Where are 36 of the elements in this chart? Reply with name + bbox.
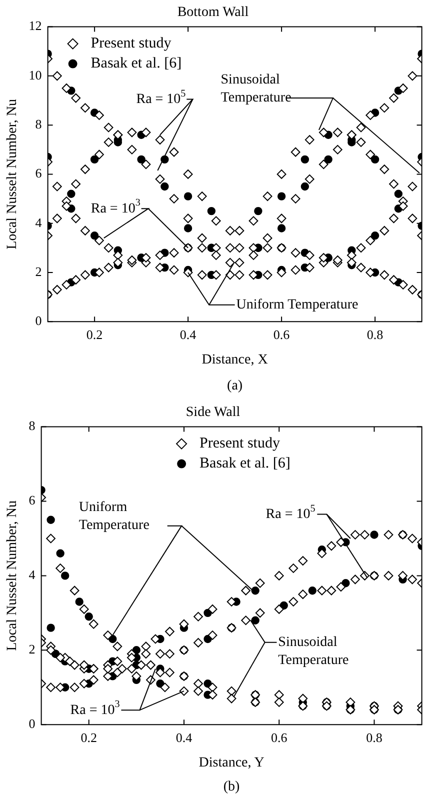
y-tick-label: 2 (35, 264, 42, 279)
y-tick-label: 10 (28, 67, 42, 82)
x-axis-title: Distance, Y (198, 755, 264, 770)
legend-label: Present study (90, 36, 172, 52)
y-tick-label: 0 (28, 716, 36, 732)
annotation: Uniform Temperature (78, 500, 150, 533)
y-axis-title: Local Nusselt Number, Nu (5, 99, 20, 250)
y-tick-label: 4 (28, 567, 36, 582)
x-tick-label: 0.6 (273, 326, 290, 342)
y-axis-title: Local Nusselt Number, Nu (5, 500, 20, 651)
text: (b) (223, 780, 240, 795)
x-axis-title: Distance, X (202, 352, 268, 368)
y-tick-label: 2 (28, 642, 36, 657)
y-tick-label: 0 (35, 313, 42, 328)
x-tick-label: 0.6 (270, 730, 288, 745)
annotation: Sinusoidal Temperature (278, 635, 349, 668)
annotation: Sinusoidal Temperature (220, 72, 292, 106)
x-tick-label: 0.4 (180, 326, 197, 342)
x-tick-label: 0.8 (366, 730, 382, 745)
text: (a) (227, 378, 243, 394)
legend-label: Basak et al. [6] (200, 456, 290, 472)
chart-title: Side Wall (186, 405, 240, 420)
annotation: Uniform Temperature (236, 298, 358, 313)
y-tick-label: 8 (35, 116, 42, 132)
y-tick-label: 6 (28, 492, 36, 508)
y-tick-label: 8 (28, 418, 36, 434)
y-tick-label: 4 (35, 214, 42, 230)
legend-label: Basak et al. [6] (90, 56, 182, 72)
x-tick-label: 0.2 (80, 730, 97, 745)
y-tick-label: 12 (28, 18, 42, 34)
x-tick-label: 0.4 (176, 730, 193, 745)
x-tick-label: 0.2 (86, 326, 103, 342)
y-tick-label: 6 (35, 166, 42, 181)
x-tick-label: 0.8 (366, 326, 384, 342)
chart-title: Bottom Wall (177, 5, 249, 20)
legend-label: Present study (200, 436, 280, 452)
